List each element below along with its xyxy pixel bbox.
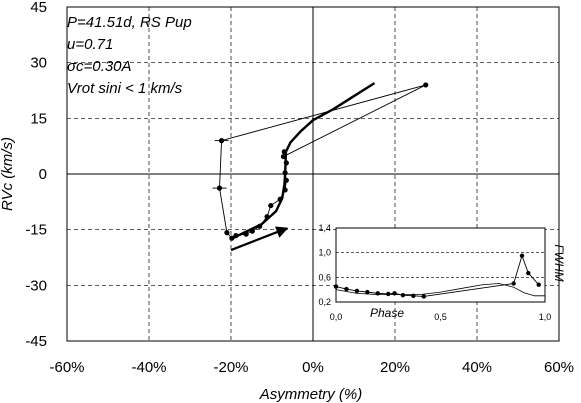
y-tick-label: 15	[30, 110, 47, 127]
annotation-rotation: Vrot sini < 1 km/s	[67, 80, 183, 97]
zero-axes	[67, 7, 559, 341]
inset-data-point	[421, 294, 426, 299]
y-tick-label: 45	[30, 0, 47, 16]
y-tick-label: -45	[25, 333, 47, 350]
x-tick-label: -20%	[213, 359, 248, 376]
y-axis-label: RVc (km/s)	[0, 137, 16, 211]
inset-data-point	[519, 253, 525, 258]
inset-data-point	[526, 270, 531, 276]
inset-y-tick-labels: 1,4 1,0 0,6 0,2	[318, 223, 331, 307]
y-tick-label: 0	[39, 166, 47, 183]
y-tick-label: -15	[25, 222, 47, 239]
direction-arrow	[230, 226, 289, 252]
inset-chart: 1,4 1,0 0,6 0,2 0,0 0,5 1,0 Phase FWHM	[318, 223, 566, 322]
inset-y-tick-label: 1,4	[318, 223, 331, 233]
inset-data-series	[333, 253, 545, 299]
inset-data-point	[344, 286, 349, 292]
series-model-curve	[231, 82, 376, 240]
data-point	[423, 82, 429, 88]
inset-y-tick-label: 0,2	[318, 297, 331, 307]
inset-data-point	[400, 293, 406, 298]
y-tick-label: 30	[30, 55, 47, 72]
inset-x-tick-labels: 0,0 0,5 1,0	[330, 312, 552, 322]
inset-x-tick-label: 0,5	[434, 312, 447, 322]
inset-data-point	[386, 291, 391, 297]
inset-x-axis-label: Phase	[370, 306, 404, 320]
inset-x-tick-label: 0,0	[330, 312, 343, 322]
inset-data-point	[333, 284, 339, 289]
inset-model-curve	[335, 283, 545, 297]
inset-x-tick-label: 1,0	[539, 312, 552, 322]
x-tick-labels: -60% -40% -20% 0% 20% 40% 60%	[49, 359, 574, 376]
x-tick-label: 60%	[544, 359, 574, 376]
inset-frame	[335, 227, 546, 303]
x-axis-label: Asymmetry (%)	[259, 386, 363, 403]
inset-data-point	[511, 281, 516, 286]
inset-data-point	[365, 289, 370, 295]
data-series	[212, 82, 429, 241]
inset-y-tick-label: 1,0	[318, 248, 331, 258]
arrow-head	[275, 226, 289, 238]
inset-y-tick-label: 0,6	[318, 272, 331, 282]
annotation-limb-darkening: u=0.71	[67, 36, 113, 53]
x-tick-label: -40%	[131, 359, 166, 376]
annotation-period: P=41.51d, RS Pup	[67, 14, 192, 31]
data-point	[224, 230, 230, 236]
arrow-shaft	[230, 229, 281, 252]
annotation-block: P=41.51d, RS Pup u=0.71 σc=0.30A Vrot si…	[67, 14, 192, 97]
y-tick-label: -30	[25, 277, 47, 294]
annotation-sigma: σc=0.30A	[67, 58, 132, 75]
inset-data-point	[354, 288, 360, 294]
x-tick-label: 40%	[462, 359, 492, 376]
y-tick-labels: 45 30 15 0 -15 -30 -45	[25, 0, 47, 350]
x-tick-label: -60%	[49, 359, 84, 376]
x-tick-label: 20%	[380, 359, 410, 376]
data-point	[268, 202, 274, 209]
x-tick-label: 0%	[302, 359, 324, 376]
inset-y-axis-label: FWHM	[552, 244, 566, 281]
inset-data-point	[536, 282, 541, 287]
